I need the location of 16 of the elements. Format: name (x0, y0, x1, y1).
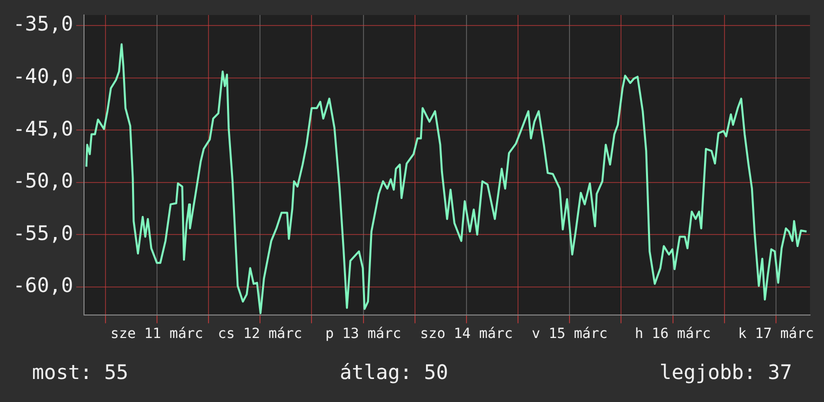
text: átlag: 50 (340, 360, 448, 384)
text: most: 55 (32, 360, 128, 384)
y-tick-label: -60,0 (12, 273, 74, 298)
text: legjobb: 37 (660, 360, 792, 384)
x-tick-label: k 17 márc (738, 326, 814, 342)
x-tick-label: p 13 márc (325, 326, 402, 342)
y-tick-label: -50,0 (12, 168, 74, 193)
y-tick-label: -55,0 (12, 220, 74, 245)
x-tick-label: sze 11 márc (110, 326, 204, 342)
y-tick-label: -40,0 (12, 64, 74, 88)
x-tick-label: h 16 márc (634, 326, 711, 342)
y-tick-label: -45,0 (12, 116, 74, 140)
x-tick-label: cs 12 márc (218, 326, 302, 342)
y-tick-label: -35,0 (12, 12, 74, 36)
x-tick-label: szo 14 márc (420, 326, 513, 342)
x-tick-label: v 15 márc (532, 326, 608, 342)
